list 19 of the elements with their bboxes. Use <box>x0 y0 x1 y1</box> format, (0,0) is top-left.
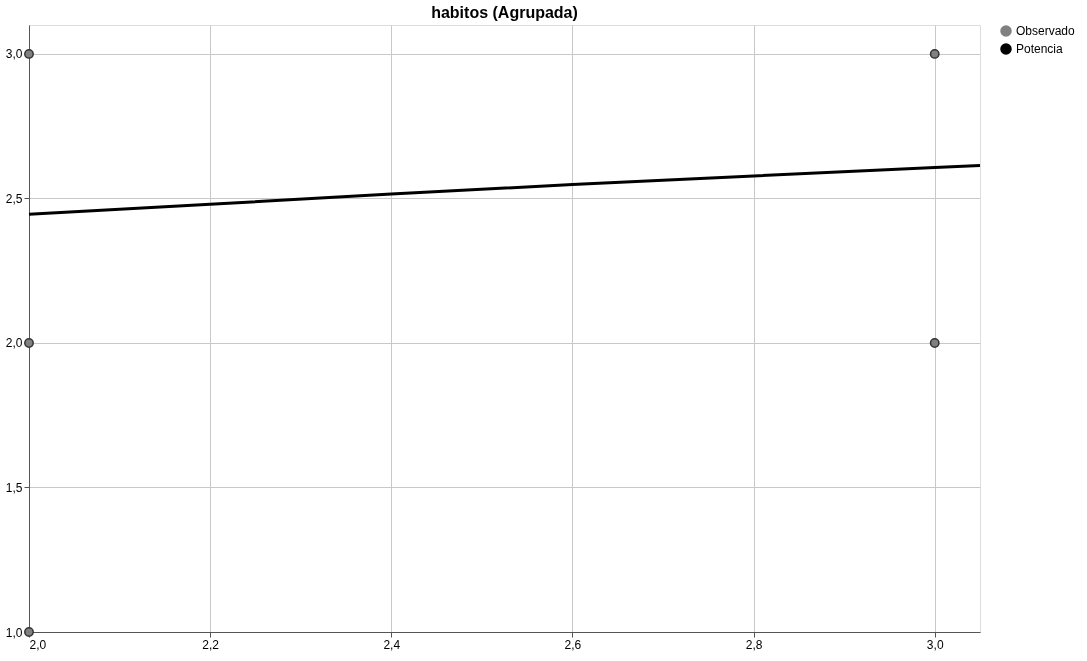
y-tick-label: 1,0 <box>5 625 23 640</box>
x-tick-label: 2,6 <box>564 637 582 652</box>
point <box>24 338 34 348</box>
legend-label: Observado <box>1016 24 1076 38</box>
y-tick-label: 3,0 <box>5 47 23 62</box>
x-tick-label: 2,2 <box>202 637 220 652</box>
x-tick-label: 2,4 <box>383 637 401 652</box>
legend-label: Potencia <box>1016 42 1064 56</box>
line-series <box>27 163 982 216</box>
x-tick-label: 2,8 <box>745 637 763 652</box>
point <box>929 48 940 59</box>
point <box>24 48 34 59</box>
point <box>929 338 940 348</box>
y-tick-label: 2,5 <box>5 191 23 206</box>
x-tick-label: 2,0 <box>29 637 47 652</box>
y-tick-label: 2,0 <box>5 336 23 351</box>
x-tick-label: 3,0 <box>926 637 944 652</box>
chart-title: habitos (Agrupada) <box>431 4 578 21</box>
y-tick-label: 1,5 <box>5 480 23 495</box>
